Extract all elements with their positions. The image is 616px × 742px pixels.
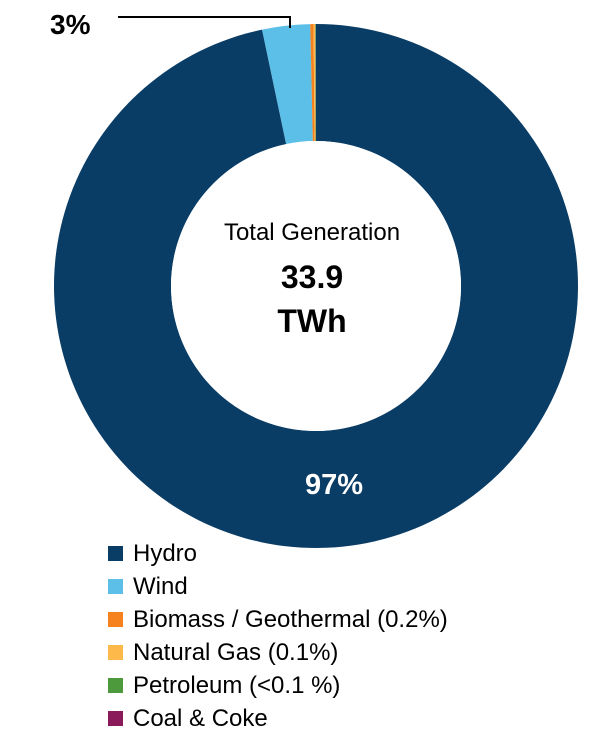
legend-label: Wind	[133, 572, 188, 600]
legend-swatch	[108, 612, 123, 627]
hydro-data-label: 97%	[305, 469, 363, 501]
legend-item-wind: Wind	[108, 570, 448, 603]
wind-data-label: 3%	[50, 9, 91, 40]
legend-swatch	[108, 678, 123, 693]
wind-leader-line	[118, 16, 291, 28]
center-label: Total Generation	[224, 219, 400, 246]
legend-item-hydro: Hydro	[108, 537, 448, 570]
pie-slice-natural-gas-0-1	[313, 24, 316, 142]
legend-swatch	[108, 711, 123, 726]
slices-group	[53, 24, 579, 549]
legend-label: Hydro	[133, 539, 198, 567]
legend-item-biomass-geothermal: Biomass / Geothermal (0.2%)	[108, 603, 448, 636]
legend-label: Natural Gas (0.1%)	[133, 638, 339, 666]
donut-hole	[171, 141, 461, 431]
legend-swatch	[108, 546, 123, 561]
legend-swatch	[108, 645, 123, 660]
legend: Hydro Wind Biomass / Geothermal (0.2%) N…	[108, 537, 448, 735]
total-value: 33.9	[281, 259, 343, 295]
legend-swatch	[108, 579, 123, 594]
pie-slice-petroleum-0-1	[315, 24, 316, 142]
legend-label: Coal & Coke	[133, 704, 268, 732]
legend-item-coal-coke: Coal & Coke	[108, 702, 448, 735]
pie-slice-wind	[262, 24, 313, 145]
pie-slice-hydro	[53, 24, 579, 549]
legend-item-natural-gas: Natural Gas (0.1%)	[108, 636, 448, 669]
legend-label: Petroleum (<0.1 %)	[133, 671, 341, 699]
legend-item-petroleum: Petroleum (<0.1 %)	[108, 669, 448, 702]
pie-slice-biomass-geothermal-0-2	[310, 24, 315, 142]
total-unit: TWh	[277, 303, 346, 339]
legend-label: Biomass / Geothermal (0.2%)	[133, 605, 448, 633]
